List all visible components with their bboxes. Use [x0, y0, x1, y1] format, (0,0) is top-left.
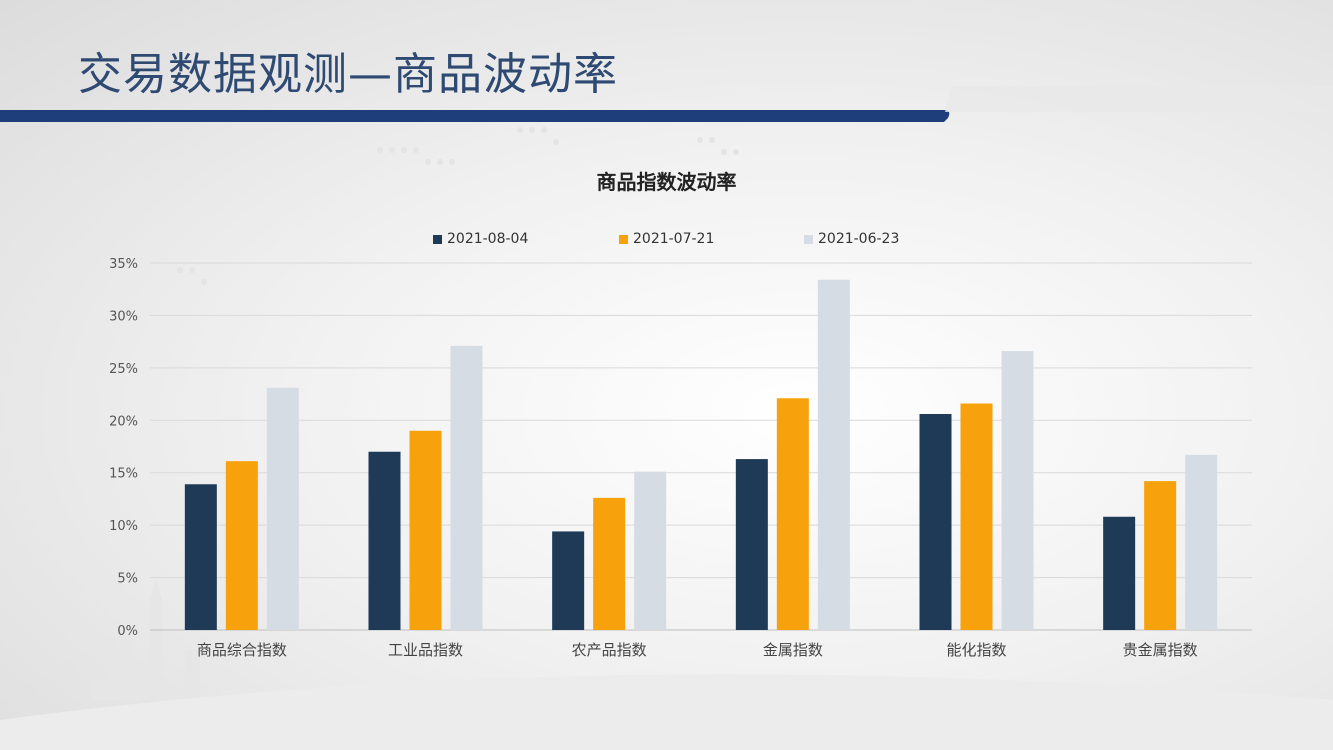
- legend-item-series-2: 2021-07-21: [619, 231, 714, 247]
- bar-2: [1144, 481, 1177, 630]
- legend-swatch-series-1: [433, 234, 442, 244]
- x-tick-label: 商品综合指数: [197, 641, 287, 659]
- y-tick-label: 30%: [109, 309, 138, 324]
- y-tick-label: 10%: [109, 519, 138, 534]
- legend-label-series-2: 2021-07-21: [633, 231, 715, 247]
- y-tick-label: 35%: [109, 257, 138, 272]
- slide-title: 交易数据观测—商品波动率: [78, 49, 618, 100]
- y-tick-label: 20%: [109, 414, 138, 429]
- bar-3: [266, 387, 299, 630]
- y-tick-label: 15%: [109, 467, 138, 482]
- y-tick-label: 5%: [117, 572, 138, 587]
- bar-3: [817, 279, 850, 630]
- bar-3: [634, 471, 667, 630]
- bar-1: [1103, 516, 1136, 630]
- x-tick-label: 贵金属指数: [1123, 641, 1198, 659]
- bar-2: [225, 461, 258, 630]
- bar-2: [593, 497, 626, 630]
- bar-1: [919, 413, 952, 630]
- legend-swatch-series-3: [804, 234, 813, 244]
- legend-label-series-1: 2021-08-04: [447, 231, 529, 247]
- x-tick-label: 金属指数: [763, 641, 823, 659]
- x-tick-label: 农产品指数: [572, 641, 647, 659]
- bar-2: [409, 430, 442, 630]
- legend-label-series-3: 2021-06-23: [818, 231, 900, 247]
- bar-1: [552, 531, 585, 630]
- y-tick-label: 0%: [117, 624, 138, 639]
- x-tick-label: 能化指数: [946, 641, 1006, 659]
- bar-2: [960, 403, 993, 630]
- legend-swatch-series-2: [619, 234, 628, 244]
- bar-1: [735, 459, 768, 630]
- title-band: [0, 86, 1333, 122]
- legend-item-series-3: 2021-06-23: [804, 231, 899, 247]
- bar-2: [776, 398, 809, 630]
- x-tick-label: 工业品指数: [388, 641, 463, 659]
- bar-3: [450, 345, 483, 630]
- legend-item-series-1: 2021-08-04: [433, 231, 528, 247]
- y-tick-label: 25%: [109, 362, 138, 377]
- chart-title: 商品指数波动率: [596, 170, 737, 194]
- bar-3: [1185, 454, 1218, 630]
- bar-1: [184, 484, 217, 630]
- bar-3: [1001, 351, 1034, 630]
- bar-1: [368, 451, 401, 630]
- chart-legend: 2021-08-04 2021-07-21 2021-06-23: [0, 231, 1333, 251]
